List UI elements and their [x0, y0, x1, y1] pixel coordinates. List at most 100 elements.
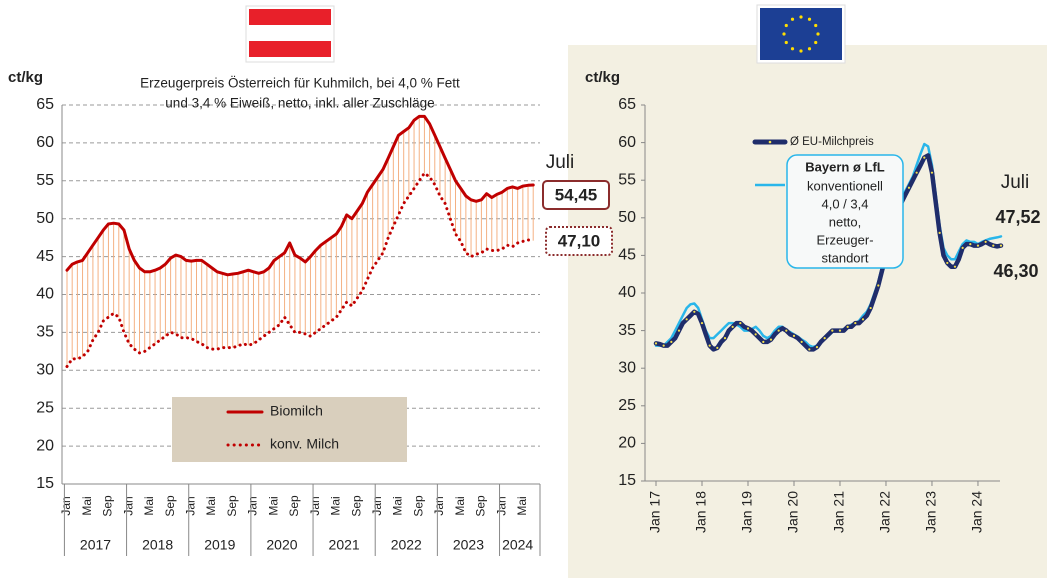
y-tick-label: 15 [36, 475, 54, 492]
series-line [65, 171, 535, 368]
legend-marker [768, 140, 772, 144]
y-tick-label: 55 [618, 171, 636, 188]
year-label: 2022 [391, 537, 422, 553]
x-tick-label: Mai [266, 496, 280, 515]
series-marker [953, 265, 957, 268]
series-marker [685, 318, 688, 321]
legend-note: 4,0 / 3,4 [822, 196, 869, 211]
y-tick-label: 60 [36, 134, 54, 151]
series-marker [984, 240, 987, 243]
x-tick-label: Jan 18 [693, 491, 709, 533]
series-marker [946, 261, 949, 265]
y-tick-label: 35 [36, 324, 54, 341]
x-tick-label: Mai [80, 496, 94, 515]
value-label-box [545, 226, 613, 256]
value-label: 47,10 [558, 231, 601, 250]
y-tick-label: 25 [618, 397, 636, 414]
x-tick-label: Sep [349, 495, 363, 517]
year-label: 2021 [329, 537, 360, 553]
series-marker [992, 244, 995, 247]
series-marker [846, 325, 849, 328]
annotation: Juli [546, 152, 575, 173]
x-tick-label: Mai [391, 496, 405, 515]
series-marker [854, 321, 857, 325]
series-marker [999, 244, 1003, 247]
series-marker [969, 243, 972, 246]
y-tick-label: 40 [618, 284, 636, 301]
year-label: 2023 [453, 537, 484, 553]
series-marker [754, 333, 757, 336]
x-tick-label: Jan 22 [877, 491, 893, 533]
year-label: 2018 [142, 537, 173, 553]
value-label: 47,52 [995, 207, 1040, 227]
x-tick-label: Jan [59, 496, 73, 515]
x-tick-label: Sep [474, 495, 488, 517]
value-label: 46,30 [993, 261, 1038, 281]
series-marker [716, 346, 719, 349]
series-marker [915, 171, 918, 174]
y-axis-label: ct/kg [8, 69, 43, 86]
legend-note: standort [822, 250, 869, 265]
y-tick-label: 50 [618, 209, 636, 226]
x-tick-label: Jan [308, 496, 322, 515]
x-tick-label: Jan 19 [739, 491, 755, 533]
series-marker [930, 171, 934, 174]
legend-label: Biomilch [270, 403, 323, 419]
series-marker [961, 246, 964, 249]
x-tick-label: Jan [121, 496, 135, 515]
series-marker [792, 334, 796, 337]
series-marker [769, 338, 773, 341]
series-marker [838, 329, 842, 332]
x-tick-label: Mai [204, 496, 218, 515]
value-label: 54,45 [555, 185, 598, 204]
legend-label: Ø EU-Milchpreis [790, 136, 874, 148]
y-tick-label: 20 [36, 437, 54, 454]
series-marker [800, 340, 803, 343]
y-tick-label: 15 [618, 472, 636, 489]
panel-bg [568, 45, 1047, 578]
y-tick-label: 30 [618, 359, 636, 376]
series-marker [677, 329, 681, 332]
y-tick-label: 55 [36, 172, 54, 189]
y-tick-label: 60 [618, 134, 636, 151]
eu-flag [756, 4, 846, 64]
series-marker [907, 186, 911, 189]
series-marker [815, 346, 819, 349]
series-marker [731, 325, 734, 328]
x-tick-label: Mai [329, 496, 343, 515]
series-marker [808, 348, 811, 351]
series-marker [662, 344, 665, 347]
year-label: 2020 [266, 537, 297, 553]
x-tick-label: Jan [432, 496, 446, 515]
series-marker [708, 344, 711, 347]
annotation: Juli [1001, 172, 1030, 193]
x-tick-label: Jan 17 [647, 491, 663, 533]
x-tick-label: Jan [183, 496, 197, 515]
legend-label: Bayern ø LfL [805, 159, 885, 174]
x-tick-label: Sep [287, 495, 301, 517]
x-tick-label: Jan 23 [923, 491, 939, 533]
x-tick-label: Sep [101, 495, 115, 517]
series-marker [700, 321, 704, 325]
series-marker [746, 327, 750, 330]
series-line [65, 114, 535, 277]
series-marker [777, 329, 780, 332]
year-label: 2024 [502, 537, 533, 553]
legend-box [172, 397, 407, 462]
chart-title: Erzeugerpreis Österreich für Kuhmilch, b… [140, 76, 460, 91]
series-marker [869, 306, 872, 310]
legend-note: Erzeuger- [816, 232, 873, 247]
series-marker [762, 340, 765, 343]
legend-callout [786, 154, 904, 269]
series-marker [693, 310, 696, 313]
legend-label: konv. Milch [270, 436, 339, 452]
series-marker [739, 321, 742, 325]
x-tick-label: Mai [515, 496, 529, 515]
x-tick-label: Sep [163, 495, 177, 517]
year-label: 2019 [204, 537, 235, 553]
y-tick-label: 35 [618, 322, 636, 339]
series-marker [823, 337, 826, 340]
y-tick-label: 40 [36, 286, 54, 303]
y-tick-label: 65 [618, 96, 636, 113]
